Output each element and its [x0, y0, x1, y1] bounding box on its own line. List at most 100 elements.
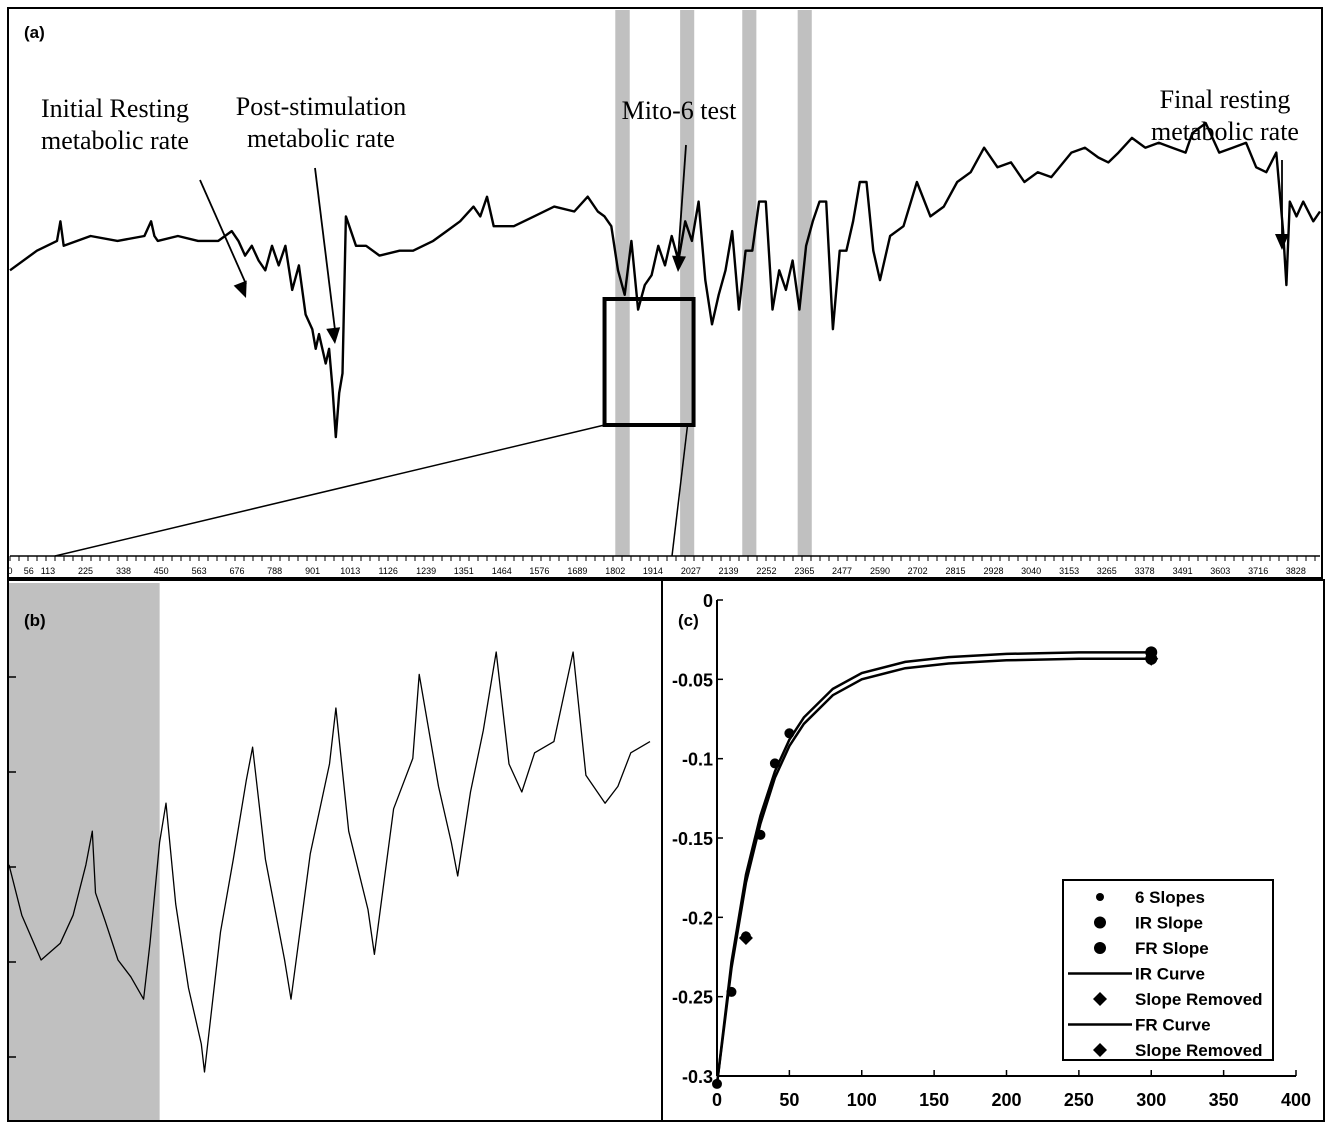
- a-x-tick-label: 0: [7, 566, 12, 576]
- panel-a-chart: 0 56 113 225 338 450 563 676 788 901 1013 1126 1239 1…: [7, 10, 1321, 576]
- a-x-tick-label: 3265: [1097, 566, 1117, 576]
- a-x-tick-label: 450: [154, 566, 169, 576]
- a-shaded-band: [680, 10, 695, 556]
- a-x-tick-label: 1914: [643, 566, 663, 576]
- ir-curve: [715, 651, 1152, 1085]
- legend-diamond-marker: [1093, 1043, 1107, 1057]
- a-x-tick-label: 2702: [908, 566, 928, 576]
- b-series-line: [8, 651, 651, 1073]
- panel-b-chart: (b): [8, 583, 651, 1120]
- annotation-arrow: [199, 179, 247, 285]
- a-x-tick-label: 1126: [379, 566, 398, 576]
- a-x-tick-label: 1802: [605, 566, 625, 576]
- annotation-arrowhead: [1275, 234, 1289, 250]
- a-x-tick-label: 2027: [681, 566, 701, 576]
- annotation-label: Mito-6 test: [622, 96, 738, 125]
- panel-c-label: (c): [678, 611, 699, 630]
- legend-diamond-marker: [1093, 992, 1107, 1006]
- annotation-arrow: [314, 167, 336, 331]
- a-x-tick-label: 225: [78, 566, 93, 576]
- c-point-6-slopes: [712, 1078, 722, 1089]
- legend-label: Slope Removed: [1135, 990, 1263, 1009]
- a-x-tick-label: 1239: [416, 566, 436, 576]
- a-x-tick-label: 1576: [529, 566, 549, 576]
- c-y-tick-label: -0.2: [682, 908, 713, 928]
- c-point-6-slopes: [769, 758, 780, 769]
- a-x-tick-label: 1464: [492, 566, 512, 576]
- a-x-tick-label: 3603: [1210, 566, 1230, 576]
- a-x-tick-label: 3040: [1021, 566, 1041, 576]
- c-x-tick-label: 150: [919, 1090, 949, 1110]
- a-x-tick-label: 563: [192, 566, 207, 576]
- a-x-tick-label: 3153: [1059, 566, 1079, 576]
- c-x-tick-label: 350: [1209, 1090, 1239, 1110]
- a-shaded-band: [797, 10, 812, 556]
- a-x-tick-label: 1351: [454, 566, 474, 576]
- c-point-6-slopes: [726, 986, 737, 997]
- annotation-arrowhead: [326, 327, 341, 344]
- c-legend-box: [1062, 879, 1274, 1061]
- panel-a-frame: [7, 7, 1323, 579]
- a-x-tick-label: 2928: [983, 566, 1003, 576]
- annotation-arrowhead: [672, 255, 686, 272]
- a-x-tick-label: 3716: [1248, 566, 1268, 576]
- legend-label: 6 Slopes: [1135, 888, 1205, 907]
- c-point-6-slopes: [755, 829, 766, 840]
- a-x-tick-label: 56: [24, 566, 34, 576]
- panel-c-chart: 0 50 100 150 200 250 300 350 400 0 -0.05 -0.1 -0.15 -…: [672, 591, 1311, 1110]
- annotation-arrow: [677, 144, 687, 259]
- a-x-tick-label: 2365: [794, 566, 814, 576]
- a-x-tick-label: 2590: [870, 566, 890, 576]
- a-x-tick-label: 2252: [756, 566, 776, 576]
- legend-label: FR Slope: [1135, 939, 1209, 958]
- annotation-label: Post-stimulation metabolic rate: [236, 92, 406, 153]
- c-y-tick-label: -0.05: [672, 670, 713, 690]
- c-x-tick-label: 200: [991, 1090, 1021, 1110]
- a-series-line: [9, 122, 1321, 439]
- c-y-tick-label: 0: [703, 591, 713, 611]
- zoom-connector-right: [671, 424, 689, 557]
- a-x-tick-label: 901: [305, 566, 320, 576]
- annotation-label: Final resting metabolic rate: [1151, 85, 1299, 146]
- legend-dot-marker: [1094, 942, 1106, 954]
- legend-label: IR Curve: [1135, 965, 1205, 984]
- a-x-tick-label: 2477: [832, 566, 852, 576]
- c-x-tick-label: 50: [779, 1090, 799, 1110]
- c-point-slope-removed: [1144, 651, 1159, 666]
- annotation-arrowhead: [233, 280, 247, 298]
- panel-a-label: (a): [24, 23, 45, 42]
- c-legend: 6 Slopes IR Slope FR Slope IR Curve Slope Re…: [1062, 879, 1274, 1061]
- c-y-tick-label: -0.25: [672, 988, 713, 1008]
- c-x-tick-label: 300: [1136, 1090, 1166, 1110]
- c-x-tick-label: 250: [1064, 1090, 1094, 1110]
- a-x-tick-label: 676: [230, 566, 245, 576]
- legend-dot-marker: [1094, 916, 1106, 929]
- annotation-label: Initial Resting metabolic rate: [41, 94, 189, 155]
- c-x-tick-label: 100: [847, 1090, 877, 1110]
- a-shaded-band: [742, 10, 757, 556]
- zoom-connector-left: [54, 424, 605, 557]
- c-x-tick-label: 400: [1281, 1090, 1311, 1110]
- a-x-tick-label: 1689: [567, 566, 587, 576]
- a-x-tick-label: 2815: [946, 566, 966, 576]
- legend-label: IR Slope: [1135, 914, 1203, 933]
- a-x-tick-label: 338: [116, 566, 131, 576]
- c-y-tick-label: -0.15: [672, 829, 713, 849]
- panel-b-label: (b): [24, 611, 46, 630]
- a-x-tick-label: 3491: [1173, 566, 1193, 576]
- c-point-6-slopes: [784, 728, 795, 739]
- fr-curve: [715, 657, 1152, 1085]
- c-x-tick-label: 0: [712, 1090, 722, 1110]
- b-shaded-region: [9, 583, 160, 1120]
- panel-c-frame: [661, 579, 1325, 1122]
- a-x-tick-label: 3378: [1135, 566, 1155, 576]
- a-x-tick-label: 2139: [718, 566, 738, 576]
- a-x-tick-label: 113: [41, 566, 55, 576]
- c-y-tick-label: -0.3: [682, 1067, 713, 1087]
- a-x-tick-label: 3828: [1286, 566, 1306, 576]
- a-x-tick-label: 1013: [340, 566, 360, 576]
- legend-label: FR Curve: [1135, 1016, 1211, 1035]
- c-point-slope-removed: [738, 930, 753, 945]
- a-x-tick-label: 788: [267, 566, 282, 576]
